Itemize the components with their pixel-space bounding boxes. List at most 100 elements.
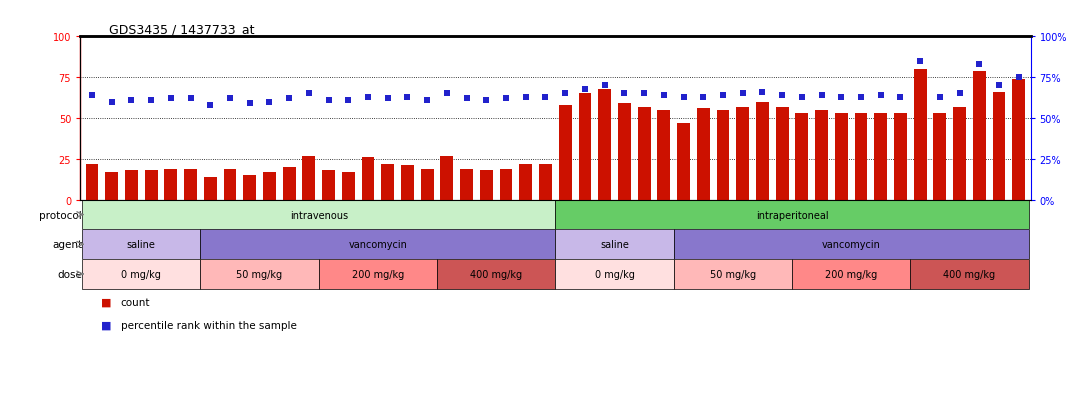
Point — [182, 96, 199, 102]
Bar — [1012, 80, 1025, 200]
Point — [537, 94, 554, 101]
Point — [556, 91, 574, 97]
Point — [694, 94, 711, 101]
Bar — [342, 173, 355, 200]
Point — [162, 96, 179, 102]
Text: ■: ■ — [101, 320, 112, 330]
Bar — [598, 89, 611, 200]
Point — [458, 96, 475, 102]
Point — [379, 96, 396, 102]
Bar — [519, 164, 532, 200]
Bar — [263, 173, 276, 200]
Point — [517, 94, 534, 101]
Bar — [244, 176, 256, 200]
Point — [971, 62, 988, 68]
Bar — [579, 94, 592, 200]
Point — [656, 93, 673, 99]
Point — [123, 97, 140, 104]
Point — [221, 96, 238, 102]
Text: count: count — [121, 297, 151, 307]
Bar — [914, 70, 927, 200]
Point — [577, 86, 594, 93]
Point — [83, 93, 100, 99]
Text: agent: agent — [52, 240, 82, 249]
Bar — [894, 114, 907, 200]
Point — [773, 93, 790, 99]
Bar — [539, 164, 552, 200]
Bar — [362, 158, 375, 200]
Text: percentile rank within the sample: percentile rank within the sample — [121, 320, 297, 330]
Text: 400 mg/kg: 400 mg/kg — [470, 269, 522, 279]
Bar — [125, 171, 138, 200]
Bar — [82, 230, 201, 259]
Bar — [674, 230, 1028, 259]
Point — [498, 96, 515, 102]
Text: 200 mg/kg: 200 mg/kg — [351, 269, 404, 279]
Point — [833, 94, 850, 101]
Point — [912, 58, 929, 65]
Bar — [775, 107, 788, 200]
Bar — [283, 168, 296, 200]
Point — [852, 94, 869, 101]
Text: saline: saline — [127, 240, 156, 249]
Bar — [559, 106, 571, 200]
Bar — [302, 156, 315, 200]
Bar — [638, 107, 650, 200]
Text: 200 mg/kg: 200 mg/kg — [826, 269, 877, 279]
Text: dose: dose — [58, 269, 82, 279]
Point — [794, 94, 811, 101]
Bar — [164, 169, 177, 200]
Point — [596, 83, 613, 89]
Bar — [500, 169, 513, 200]
Bar — [440, 156, 453, 200]
Text: intraperitoneal: intraperitoneal — [756, 210, 829, 220]
Bar — [82, 259, 201, 289]
Text: vancomycin: vancomycin — [348, 240, 407, 249]
Bar — [618, 104, 631, 200]
Point — [399, 94, 417, 101]
Point — [1010, 75, 1027, 81]
Bar — [421, 169, 434, 200]
Bar — [815, 111, 828, 200]
Bar — [437, 259, 555, 289]
Bar — [555, 200, 1028, 230]
Bar — [323, 171, 335, 200]
Text: 0 mg/kg: 0 mg/kg — [595, 269, 634, 279]
Point — [360, 94, 377, 101]
Point — [419, 97, 436, 104]
Bar — [204, 177, 217, 200]
Bar — [796, 114, 808, 200]
Bar — [835, 114, 848, 200]
Bar — [973, 71, 986, 200]
Bar — [82, 200, 555, 230]
Point — [142, 97, 159, 104]
Bar — [875, 114, 888, 200]
Point — [261, 99, 278, 106]
Text: 400 mg/kg: 400 mg/kg — [943, 269, 995, 279]
Point — [616, 91, 633, 97]
Point — [873, 93, 890, 99]
Point — [438, 91, 455, 97]
Point — [990, 83, 1007, 89]
Bar — [677, 123, 690, 200]
Point — [477, 97, 494, 104]
Bar — [954, 107, 967, 200]
Point — [340, 97, 357, 104]
Bar — [106, 173, 119, 200]
Point — [241, 101, 258, 107]
Point — [714, 93, 732, 99]
Text: GDS3435 / 1437733_at: GDS3435 / 1437733_at — [109, 23, 254, 36]
Bar — [480, 171, 492, 200]
Bar — [792, 259, 910, 289]
Text: saline: saline — [600, 240, 629, 249]
Bar — [933, 114, 946, 200]
Point — [281, 96, 298, 102]
Point — [320, 97, 337, 104]
Point — [635, 91, 653, 97]
Bar — [184, 169, 197, 200]
Bar — [402, 166, 414, 200]
Bar — [85, 164, 98, 200]
Bar — [201, 230, 555, 259]
Bar — [144, 171, 157, 200]
Bar — [910, 259, 1028, 289]
